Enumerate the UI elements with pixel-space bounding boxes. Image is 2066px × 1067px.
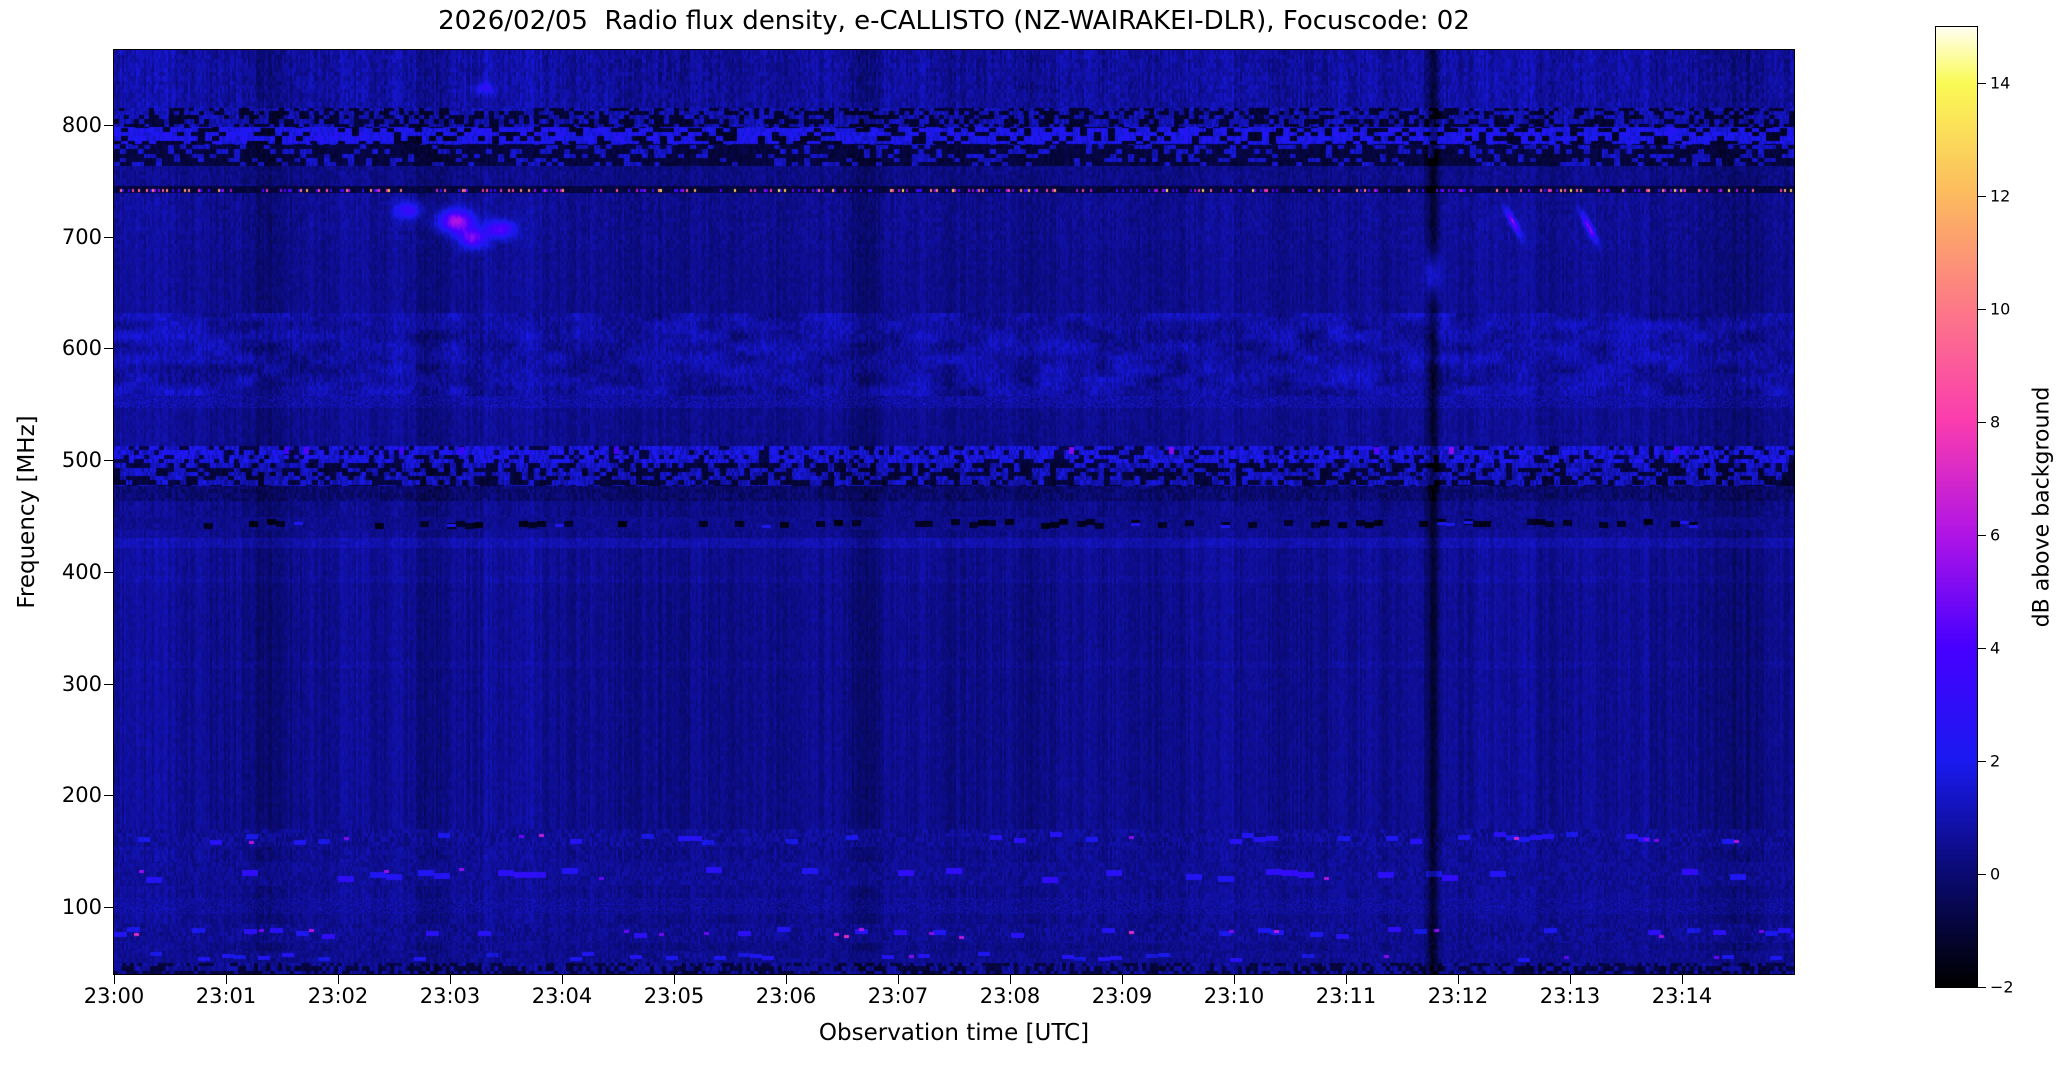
x-tick-mark xyxy=(786,975,787,984)
x-tick-label: 23:13 xyxy=(1539,984,1601,1008)
x-tick-mark xyxy=(674,975,675,984)
colorbar-tick-mark xyxy=(1978,648,1986,650)
colorbar-tick-label: 6 xyxy=(1990,525,2001,545)
x-axis-label: Observation time [UTC] xyxy=(818,1020,1090,1046)
y-tick-mark xyxy=(104,124,113,126)
colorbar-tick-mark xyxy=(1978,987,1986,988)
colorbar-tick-label: 14 xyxy=(1990,73,2011,93)
y-tick-mark xyxy=(104,348,113,350)
colorbar-tick-label: 0 xyxy=(1990,864,2001,884)
y-tick-label: 800 xyxy=(61,112,102,137)
colorbar-tick-mark xyxy=(1978,309,1986,311)
colorbar-tick-mark xyxy=(1978,874,1986,876)
x-tick-label: 23:14 xyxy=(1651,984,1713,1008)
y-tick-mark xyxy=(104,906,113,908)
colorbar-label: dB above background xyxy=(2029,386,2055,628)
x-tick-mark xyxy=(226,975,227,984)
x-tick-mark xyxy=(114,975,115,984)
x-tick-mark xyxy=(1570,975,1571,984)
x-tick-label: 23:04 xyxy=(531,984,593,1008)
x-tick-mark xyxy=(450,975,451,984)
x-tick-label: 23:02 xyxy=(307,984,369,1008)
x-tick-label: 23:05 xyxy=(643,984,705,1008)
y-tick-label: 300 xyxy=(61,671,102,696)
x-tick-mark xyxy=(338,975,339,984)
colorbar-tick-mark xyxy=(1978,196,1986,198)
y-tick-mark xyxy=(104,236,113,238)
colorbar-tick-label: 10 xyxy=(1990,299,2011,319)
colorbar-tick-label: −2 xyxy=(1990,977,2014,997)
x-tick-label: 23:07 xyxy=(867,984,929,1008)
y-tick-mark xyxy=(104,795,113,797)
colorbar-tick-mark xyxy=(1978,761,1986,763)
colorbar-tick-mark xyxy=(1978,83,1986,85)
x-tick-mark xyxy=(1234,975,1235,984)
y-tick-mark xyxy=(104,460,113,462)
y-tick-mark xyxy=(104,683,113,685)
x-tick-mark xyxy=(1346,975,1347,984)
x-tick-mark xyxy=(1458,975,1459,984)
x-tick-mark xyxy=(562,975,563,984)
x-tick-mark xyxy=(1010,975,1011,984)
y-tick-mark xyxy=(104,571,113,573)
x-tick-label: 23:06 xyxy=(755,984,817,1008)
colorbar-tick-mark xyxy=(1978,535,1986,537)
x-tick-mark xyxy=(898,975,899,984)
x-tick-mark xyxy=(1682,975,1683,984)
y-tick-label: 100 xyxy=(61,894,102,919)
y-tick-label: 600 xyxy=(61,336,102,361)
colorbar-tick-label: 8 xyxy=(1990,412,2001,432)
colorbar-tick-mark xyxy=(1978,422,1986,424)
x-tick-label: 23:12 xyxy=(1427,984,1489,1008)
colorbar-canvas xyxy=(1936,27,1977,987)
spectrogram-canvas xyxy=(114,50,1794,974)
x-tick-label: 23:00 xyxy=(83,984,145,1008)
x-tick-label: 23:03 xyxy=(419,984,481,1008)
x-tick-label: 23:10 xyxy=(1203,984,1265,1008)
x-tick-label: 23:09 xyxy=(1091,984,1153,1008)
y-tick-label: 400 xyxy=(61,559,102,584)
y-tick-label: 700 xyxy=(61,224,102,249)
plot-frame xyxy=(113,49,1795,975)
x-tick-label: 23:08 xyxy=(979,984,1041,1008)
y-tick-label: 500 xyxy=(61,448,102,473)
x-tick-mark xyxy=(1122,975,1123,984)
y-tick-label: 200 xyxy=(61,783,102,808)
x-tick-label: 23:11 xyxy=(1315,984,1377,1008)
figure-title: 2026/02/05 Radio flux density, e-CALLIST… xyxy=(438,6,1470,36)
colorbar-tick-label: 2 xyxy=(1990,751,2001,771)
colorbar-tick-label: 4 xyxy=(1990,638,2001,658)
x-tick-label: 23:01 xyxy=(195,984,257,1008)
colorbar-frame xyxy=(1935,26,1978,988)
colorbar-tick-label: 12 xyxy=(1990,186,2011,206)
